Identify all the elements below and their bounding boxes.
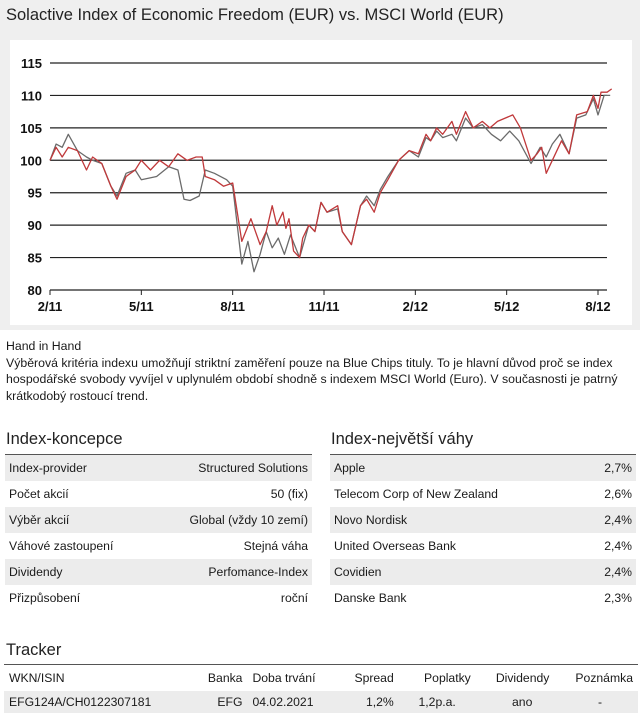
- row-label: Covidien: [330, 559, 584, 585]
- col-header: Doba trvání: [252, 671, 316, 685]
- concept-table: Index-provider Structured Solutions Počet…: [5, 454, 312, 611]
- row-label: Telecom Corp of New Zealand: [334, 487, 498, 501]
- row-value: 50 (fix): [270, 487, 308, 501]
- x-tick-label: 8/11: [220, 299, 245, 314]
- cell-spread: 1,2%: [337, 691, 399, 713]
- x-tick-label: 5/12: [494, 299, 519, 314]
- row-label: Přizpůsobení: [9, 591, 81, 605]
- y-tick-label: 100: [20, 153, 42, 168]
- weights-title: Index-největší váhy: [331, 430, 474, 448]
- row-label: Danske Bank: [334, 591, 407, 605]
- row-value: 2,3%: [604, 591, 632, 605]
- table-row: Apple 2,7%: [330, 454, 636, 481]
- table-row: Telecom Corp of New Zealand 2,6%: [330, 481, 636, 507]
- table-row: Počet akcií 50 (fix): [5, 481, 312, 507]
- table-row: United Overseas Bank 2,4%: [330, 533, 636, 559]
- cell-isin: EFG124A/CH0122307181: [4, 691, 193, 713]
- chart-area: 80 85 90 95 100 105 110 115 2/11 5/11 8/11 11/11 2/1…: [10, 40, 632, 325]
- row-value: 2,7%: [583, 454, 636, 481]
- row-value: Stejná váha: [243, 539, 308, 553]
- col-header: Banka: [207, 671, 243, 685]
- table-row: Index-provider Structured Solutions: [5, 454, 312, 481]
- table-row: Výběr akcií Global (vždy 10 zemí): [5, 507, 312, 533]
- series-line: [49, 88, 613, 259]
- col-header: WKN/ISIN: [9, 671, 65, 685]
- table-row: Novo Nordisk 2,4%: [330, 507, 636, 533]
- intro-text: Výběrová kritéria indexu umožňují strikt…: [6, 355, 618, 403]
- intro-heading: Hand in Hand: [6, 339, 82, 353]
- row-value: 2,4%: [583, 559, 636, 585]
- row-label: Novo Nordisk: [330, 507, 584, 533]
- x-tick-label: 2/12: [403, 299, 428, 314]
- table-header-row: WKN/ISIN Banka Doba trvání Spread Poplat…: [4, 665, 638, 692]
- x-tick-label: 11/11: [308, 299, 339, 314]
- y-tick-label: 95: [28, 186, 42, 201]
- row-value: Perfomance-Index: [149, 559, 312, 585]
- row-label: Apple: [330, 454, 584, 481]
- cell-dividends: ano: [475, 691, 555, 713]
- x-tick-label: 2/11: [38, 299, 63, 314]
- y-tick-label: 110: [21, 88, 42, 103]
- table-row: Přizpůsobení roční: [5, 585, 312, 611]
- table-row: Covidien 2,4%: [330, 559, 636, 585]
- x-tick-label: 8/12: [585, 299, 610, 314]
- cell-term: 04.02.2021: [247, 691, 338, 713]
- col-header: Spread: [354, 671, 394, 685]
- x-tick-label: 5/11: [129, 299, 154, 314]
- series-line: [49, 94, 611, 273]
- cell-bank: EFG: [192, 691, 248, 713]
- table-row: Dividendy Perfomance-Index: [5, 559, 312, 585]
- row-label: Váhové zastoupení: [9, 539, 114, 553]
- y-tick-label: 115: [21, 56, 42, 71]
- row-value: 2,4%: [583, 507, 636, 533]
- table-row: Váhové zastoupení Stejná váha: [5, 533, 312, 559]
- y-tick-label: 105: [20, 121, 42, 136]
- tracker-title: Tracker: [6, 641, 62, 659]
- row-value: Structured Solutions: [149, 454, 312, 481]
- tracker-table: WKN/ISIN Banka Doba trvání Spread Poplat…: [4, 664, 638, 713]
- row-label: Počet akcií: [9, 487, 69, 501]
- row-label: Index-provider: [5, 454, 150, 481]
- cell-fees: 1,2p.a.: [398, 691, 476, 713]
- concept-title: Index-koncepce: [6, 430, 123, 448]
- row-value: roční: [280, 591, 308, 605]
- row-label: United Overseas Bank: [334, 539, 456, 553]
- weights-table: Apple 2,7% Telecom Corp of New Zealand 2,6…: [330, 454, 636, 611]
- y-tick-label: 90: [28, 218, 42, 233]
- y-tick-label: 80: [28, 283, 42, 298]
- table-row: Danske Bank 2,3%: [330, 585, 636, 611]
- row-value: 2,4%: [604, 539, 632, 553]
- cell-note: -: [554, 691, 638, 713]
- line-chart: 80 85 90 95 100 105 110 115 2/11 5/11 8/11 11/11 2/1…: [20, 56, 613, 314]
- intro-section: Hand in Hand Výběrová kritéria indexu um…: [6, 338, 636, 404]
- col-header: Poznámka: [575, 671, 633, 685]
- row-value: Global (vždy 10 zemí): [149, 507, 312, 533]
- col-header: Dividendy: [495, 671, 550, 685]
- col-header: Poplatky: [424, 671, 471, 685]
- row-label: Výběr akcií: [5, 507, 150, 533]
- row-value: 2,6%: [604, 487, 632, 501]
- y-tick-label: 85: [28, 251, 42, 266]
- row-label: Dividendy: [5, 559, 150, 585]
- table-row: EFG124A/CH0122307181 EFG 04.02.2021 1,2%…: [4, 691, 638, 713]
- chart-title: Solactive Index of Economic Freedom (EUR…: [6, 6, 504, 24]
